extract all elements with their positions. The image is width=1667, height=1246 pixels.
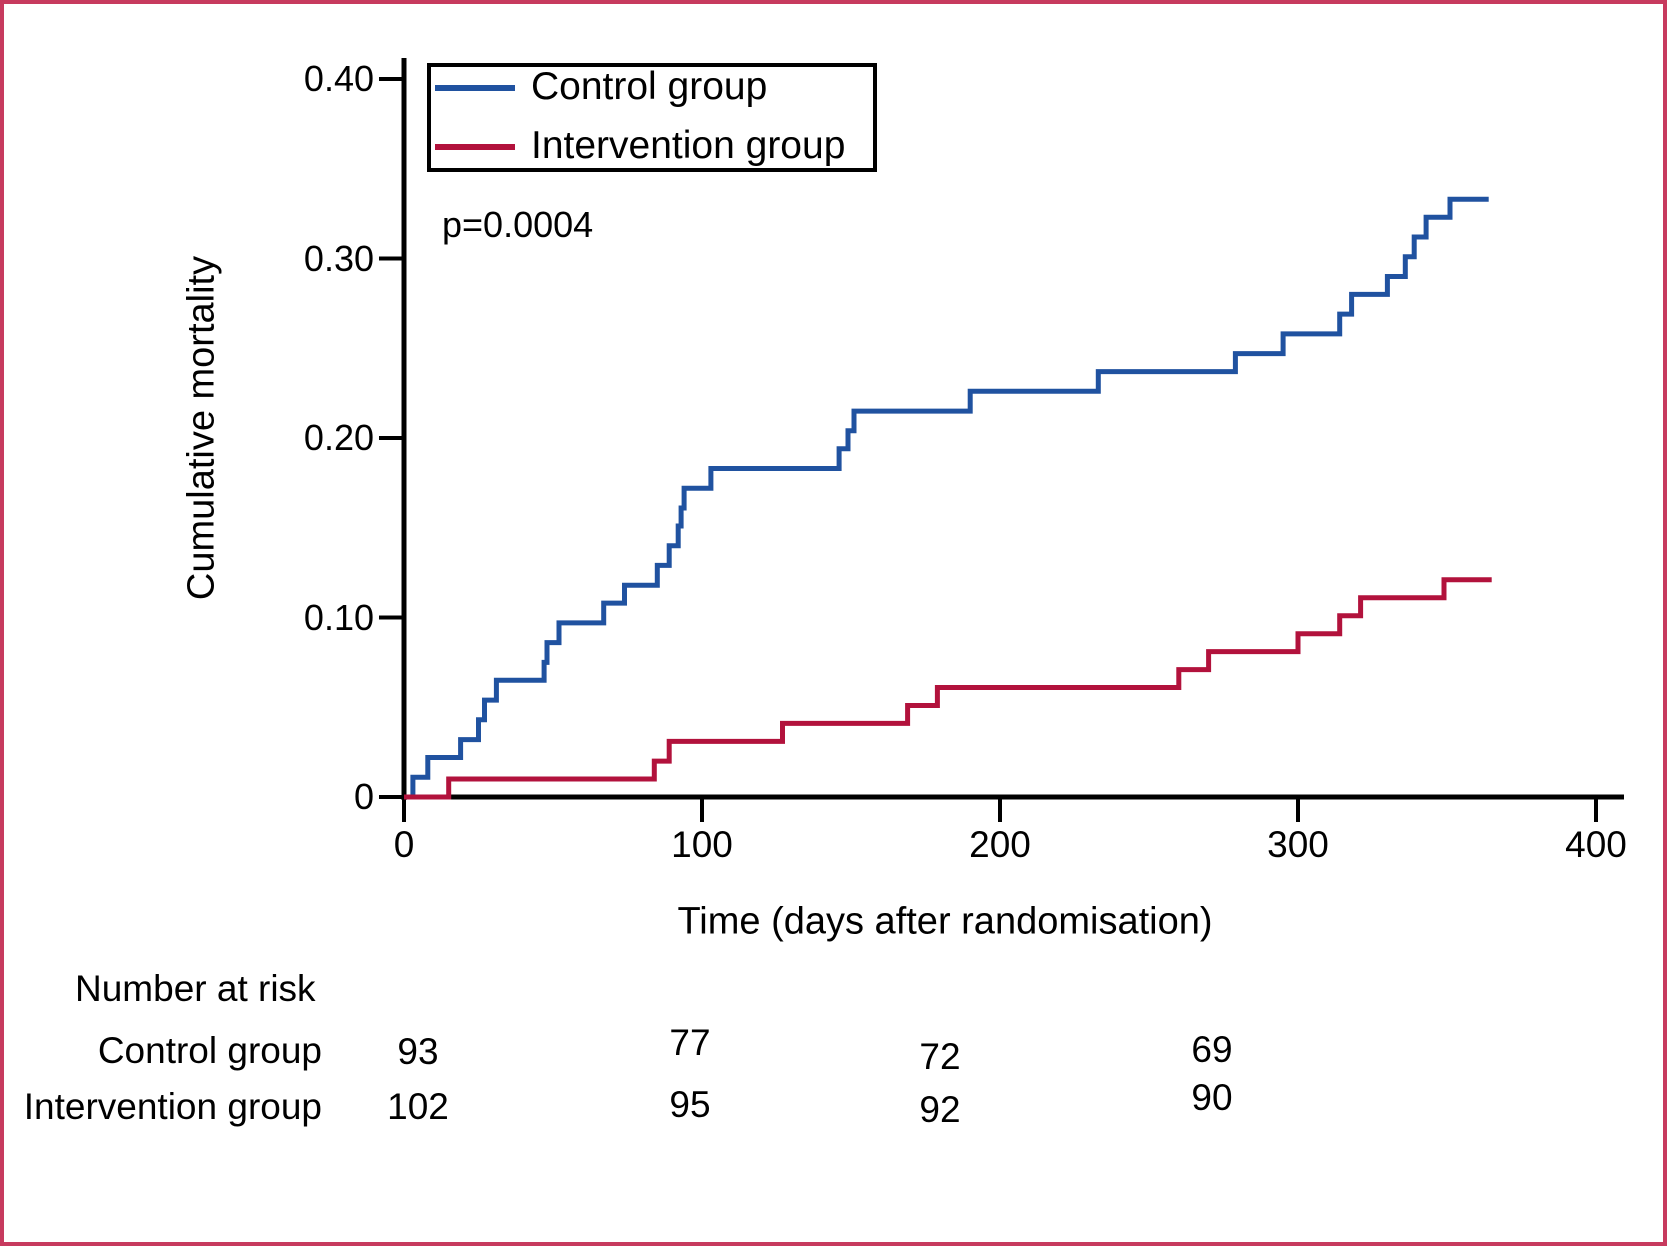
risk-value-control-group-day0: 93: [397, 1031, 439, 1072]
intervention-group-line-swatch: [435, 144, 515, 150]
y-tick-label-0.20: 0.20: [303, 417, 374, 458]
y-axis-title: Cumulative mortality: [180, 255, 223, 601]
number-at-risk-header: Number at risk: [75, 968, 316, 1009]
risk-value-intervention-group-day0: 102: [387, 1086, 449, 1127]
risk-row-label-intervention-group: Intervention group: [23, 1086, 322, 1127]
x-tick-label-200: 200: [969, 824, 1031, 865]
y-tick-label-0.30: 0.30: [303, 237, 374, 279]
curve-intervention-group: [404, 577, 1492, 800]
legend-box: Control group Intervention group: [427, 63, 877, 172]
risk-value-control-group-day300: 69: [1191, 1029, 1233, 1070]
y-tick-label-0.40: 0.40: [303, 58, 374, 99]
curve-control-group: [404, 196, 1489, 800]
x-tick-label-100: 100: [671, 824, 733, 865]
risk-value-intervention-group-day300: 90: [1191, 1077, 1233, 1118]
x-tick-label-400: 400: [1565, 824, 1627, 865]
risk-value-control-group-day100: 77: [669, 1022, 711, 1063]
x-axis-title: Time (days after randomisation): [677, 900, 1213, 943]
y-tick-label-0: 0: [353, 776, 374, 817]
p-value-annotation: p=0.0004: [442, 204, 594, 245]
risk-row-label-control-group: Control group: [97, 1030, 322, 1071]
legend-label-intervention-group: Intervention group: [531, 124, 846, 167]
risk-value-control-group-day200: 72: [919, 1036, 961, 1077]
risk-value-intervention-group-day100: 95: [669, 1084, 711, 1125]
legend-label-control-group: Control group: [531, 65, 768, 108]
x-tick-label-0: 0: [393, 824, 415, 865]
y-tick-label-0.10: 0.10: [303, 596, 374, 638]
risk-value-intervention-group-day200: 92: [919, 1089, 961, 1130]
x-tick-label-300: 300: [1267, 824, 1329, 865]
control-group-line-swatch: [435, 85, 515, 91]
